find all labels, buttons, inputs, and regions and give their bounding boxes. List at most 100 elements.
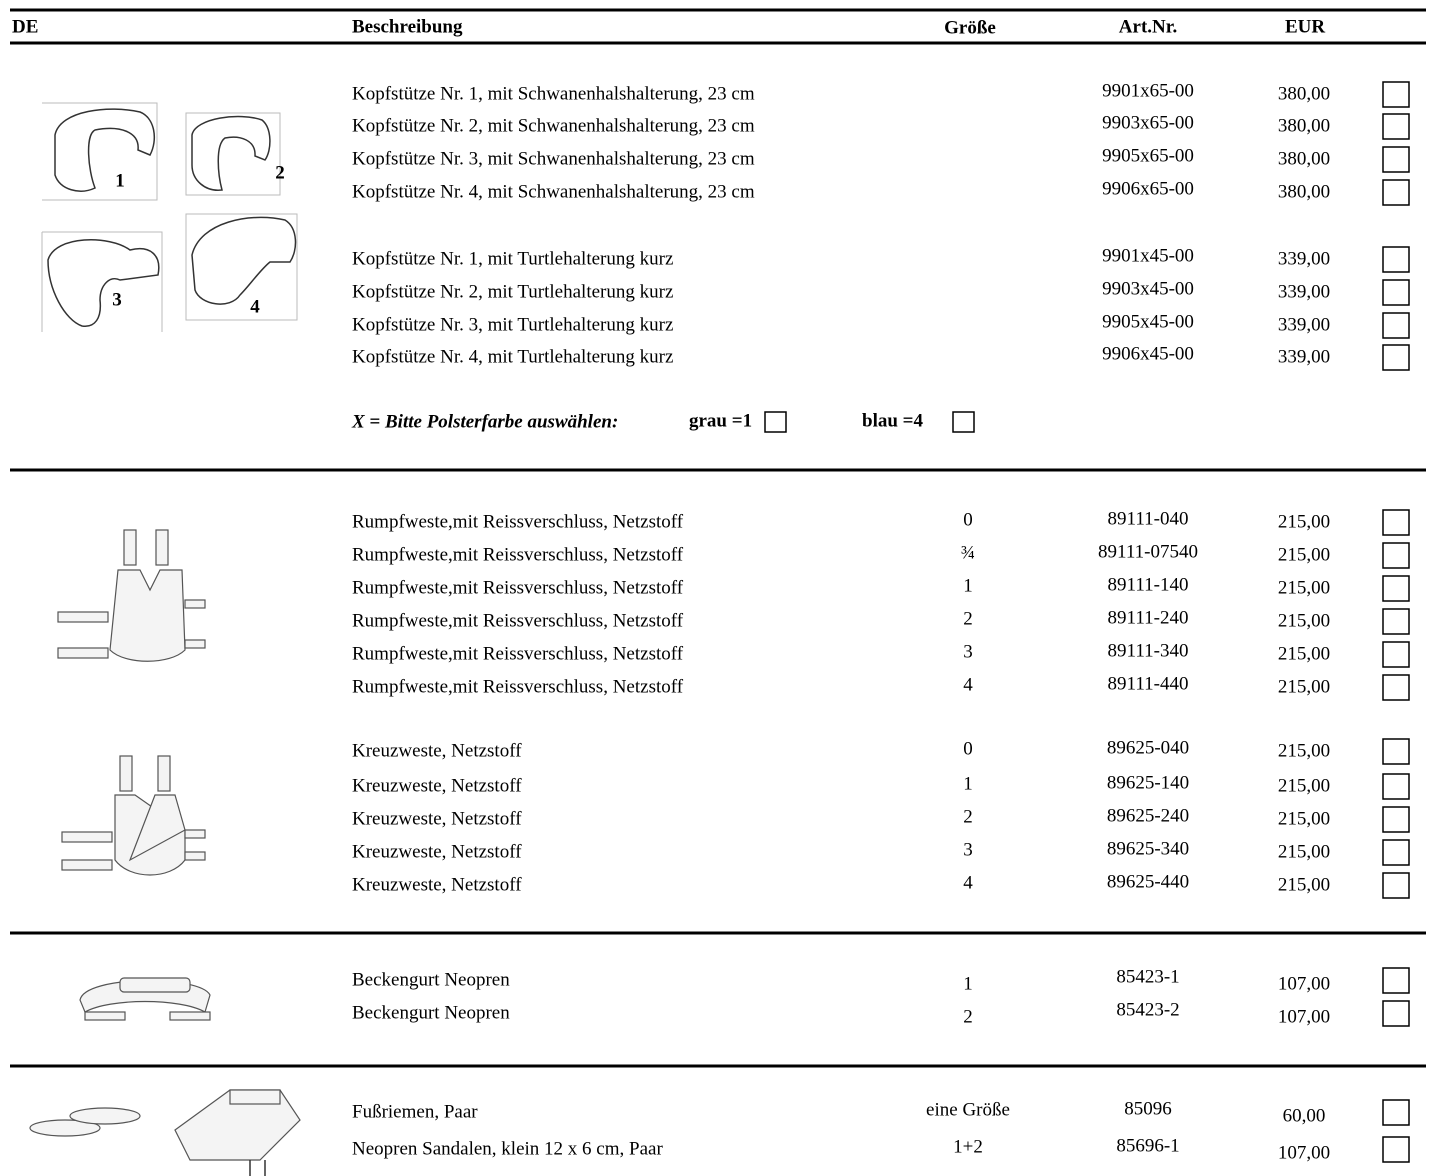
article-number: 89625-340 <box>1107 838 1189 859</box>
checkbox[interactable] <box>1383 873 1409 898</box>
description: Kopfstütze Nr. 3, mit Schwanenhalshalter… <box>352 148 755 169</box>
checkbox[interactable] <box>1383 576 1409 601</box>
checkbox[interactable] <box>1383 510 1409 535</box>
checkbox[interactable] <box>1383 774 1409 799</box>
price: 215,00 <box>1278 643 1330 664</box>
image-label: 2 <box>275 162 285 183</box>
article-number: 85423-2 <box>1116 999 1179 1020</box>
price: 215,00 <box>1278 841 1330 862</box>
price: 215,00 <box>1278 775 1330 796</box>
description: Kreuzweste, Netzstoff <box>352 775 522 796</box>
header-price: EUR <box>1285 16 1325 37</box>
checkbox[interactable] <box>1383 345 1409 370</box>
size: 4 <box>963 872 973 893</box>
description: Neopren Sandalen, klein 12 x 6 cm, Paar <box>352 1138 663 1159</box>
checkbox[interactable] <box>1383 807 1409 832</box>
size: 3 <box>963 641 973 662</box>
description: Kreuzweste, Netzstoff <box>352 874 522 895</box>
image-label: 1 <box>115 170 125 191</box>
header-size: Größe <box>944 17 996 38</box>
price: 380,00 <box>1278 181 1330 202</box>
description: Rumpfweste,mit Reissverschluss, Netzstof… <box>352 511 684 532</box>
price: 380,00 <box>1278 115 1330 136</box>
checkbox[interactable] <box>1383 114 1409 139</box>
description: Kopfstütze Nr. 1, mit Schwanenhalshalter… <box>352 83 755 104</box>
checkbox[interactable] <box>1383 968 1409 993</box>
price: 339,00 <box>1278 248 1330 269</box>
checkbox[interactable] <box>1383 1001 1409 1026</box>
price: 215,00 <box>1278 874 1330 895</box>
description: Kreuzweste, Netzstoff <box>352 841 522 862</box>
description: Kopfstütze Nr. 3, mit Turtlehalterung ku… <box>352 314 673 335</box>
vest-image <box>58 530 205 661</box>
header-region: DE <box>12 16 38 37</box>
description: Rumpfweste,mit Reissverschluss, Netzstof… <box>352 544 684 565</box>
price: 339,00 <box>1278 281 1330 302</box>
size: 2 <box>963 608 973 629</box>
price: 215,00 <box>1278 740 1330 761</box>
article-number: 85423-1 <box>1116 966 1179 987</box>
size: 1 <box>963 773 973 794</box>
price: 215,00 <box>1278 577 1330 598</box>
price: 380,00 <box>1278 148 1330 169</box>
checkbox[interactable] <box>1383 642 1409 667</box>
price: 215,00 <box>1278 544 1330 565</box>
article-number: 9901x65-00 <box>1102 80 1194 101</box>
size: 3 <box>963 839 973 860</box>
description: Kreuzweste, Netzstoff <box>352 740 522 761</box>
size: 1 <box>963 973 973 994</box>
price: 107,00 <box>1278 1142 1330 1163</box>
article-number: 9903x45-00 <box>1102 278 1194 299</box>
size: 0 <box>963 509 973 530</box>
size: ¾ <box>961 542 975 563</box>
order-form: DE Beschreibung Größe Art.Nr. EUR 1 2 3 … <box>0 0 1432 1176</box>
checkbox[interactable] <box>1383 1100 1409 1125</box>
description: Fußriemen, Paar <box>352 1101 478 1122</box>
belt-image <box>80 978 210 1020</box>
checkbox[interactable] <box>953 412 974 432</box>
size: 1 <box>963 575 973 596</box>
description: Rumpfweste,mit Reissverschluss, Netzstof… <box>352 676 684 697</box>
checkbox[interactable] <box>1383 82 1409 107</box>
size: 4 <box>963 674 973 695</box>
checkbox[interactable] <box>1383 247 1409 272</box>
checkbox[interactable] <box>1383 147 1409 172</box>
price: 380,00 <box>1278 83 1330 104</box>
checkbox[interactable] <box>1383 180 1409 205</box>
checkbox[interactable] <box>1383 609 1409 634</box>
foot-images <box>30 1090 300 1176</box>
article-number: 9905x65-00 <box>1102 145 1194 166</box>
price: 339,00 <box>1278 346 1330 367</box>
description: Kopfstütze Nr. 4, mit Schwanenhalshalter… <box>352 181 755 202</box>
article-number: 89625-440 <box>1107 871 1189 892</box>
headrest-images: 1 2 3 4 <box>42 103 297 332</box>
article-number: 89111-07540 <box>1098 541 1198 562</box>
checkbox[interactable] <box>765 412 786 432</box>
price: 107,00 <box>1278 1006 1330 1027</box>
article-number: 85696-1 <box>1116 1135 1179 1156</box>
checkbox[interactable] <box>1383 543 1409 568</box>
color-note: X = Bitte Polsterfarbe auswählen: <box>351 411 618 432</box>
header-article: Art.Nr. <box>1119 16 1177 37</box>
article-number: 9905x45-00 <box>1102 311 1194 332</box>
price: 215,00 <box>1278 676 1330 697</box>
image-label: 4 <box>250 296 260 317</box>
checkbox[interactable] <box>1383 840 1409 865</box>
checkbox[interactable] <box>1383 675 1409 700</box>
description: Beckengurt Neopren <box>352 1002 510 1023</box>
size: eine Größe <box>926 1099 1010 1120</box>
checkbox[interactable] <box>1383 1137 1409 1162</box>
article-number: 9903x65-00 <box>1102 112 1194 133</box>
checkbox[interactable] <box>1383 739 1409 764</box>
article-number: 9906x65-00 <box>1102 178 1194 199</box>
checkbox[interactable] <box>1383 313 1409 338</box>
price: 215,00 <box>1278 808 1330 829</box>
checkbox[interactable] <box>1383 280 1409 305</box>
description: Kopfstütze Nr. 2, mit Schwanenhalshalter… <box>352 115 755 136</box>
cross-vest-image <box>62 756 205 875</box>
price: 339,00 <box>1278 314 1330 335</box>
size: 0 <box>963 738 973 759</box>
description: Rumpfweste,mit Reissverschluss, Netzstof… <box>352 577 684 598</box>
description: Beckengurt Neopren <box>352 969 510 990</box>
article-number: 85096 <box>1124 1098 1172 1119</box>
